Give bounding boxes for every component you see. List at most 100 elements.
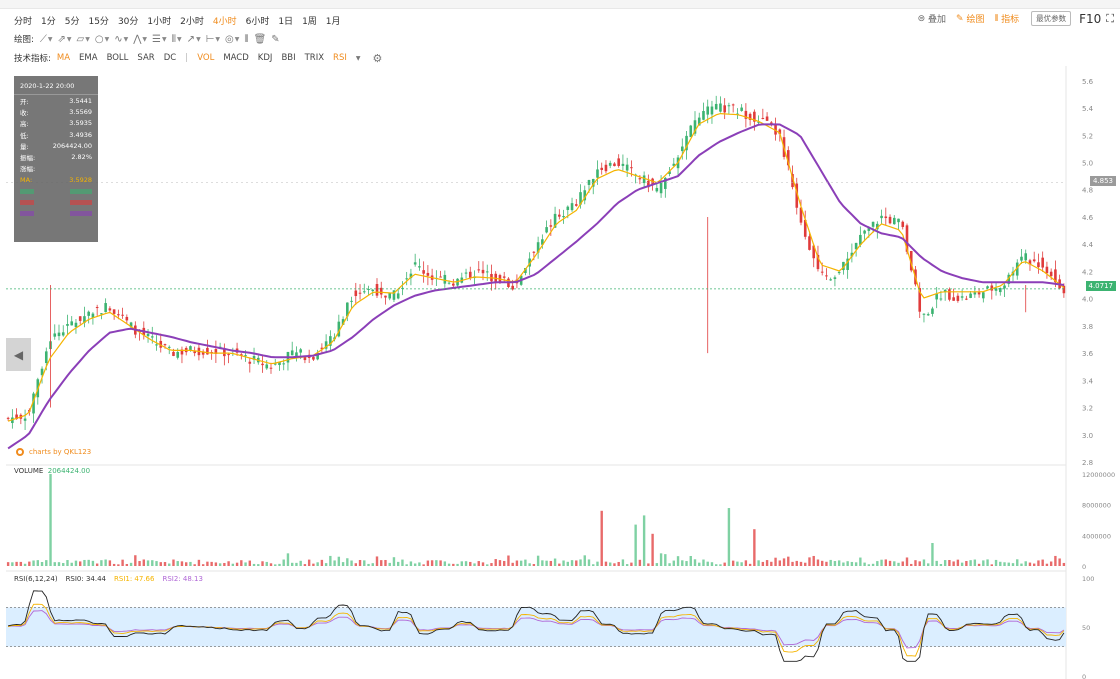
volume-bar: [693, 559, 697, 566]
volume-bar: [621, 559, 625, 566]
indicator-trix[interactable]: TRIX: [304, 53, 325, 63]
candle-body: [40, 368, 44, 376]
volume-bar: [965, 560, 968, 566]
measure-tool-icon[interactable]: ⊢ ▼: [205, 33, 221, 45]
timeframe-5[interactable]: 1小时: [147, 16, 172, 27]
indicator-macd[interactable]: MACD: [223, 53, 249, 63]
volume-bar: [460, 561, 463, 566]
volume-bar: [337, 556, 341, 566]
f10-button[interactable]: F10: [1079, 11, 1102, 26]
tooltip-key: 收:: [20, 108, 29, 117]
volume-bar: [553, 558, 557, 566]
volume-bar: [630, 562, 633, 566]
overlay-button[interactable]: ⊜ 叠加: [917, 13, 947, 26]
timeframe-2[interactable]: 5分: [64, 16, 80, 27]
timeframe-6[interactable]: 2小时: [180, 16, 204, 27]
fib-tool-icon[interactable]: ☰ ▼: [152, 33, 167, 45]
arrow-tool-icon[interactable]: ↗ ▼: [186, 33, 201, 45]
indicator-sar[interactable]: SAR: [137, 53, 155, 63]
gann-tool-icon[interactable]: ⦀ ▼: [171, 33, 182, 45]
candle-body: [362, 291, 366, 293]
timeframe-7[interactable]: 4小时: [212, 16, 237, 27]
candle-body: [969, 293, 972, 298]
indicator-label: 技术指标:: [14, 54, 51, 64]
candle-body: [833, 277, 837, 279]
candle-body: [892, 217, 896, 225]
volume-bar: [244, 562, 247, 566]
candle-body: [125, 316, 129, 321]
draw-tools-label: 绘图:: [14, 35, 34, 45]
eraser-icon[interactable]: ✎: [271, 33, 280, 45]
indicator-dropdown-icon[interactable]: ▼: [355, 54, 361, 62]
volume-bar: [842, 562, 845, 566]
volume-bar: [651, 533, 654, 566]
candle-body: [770, 122, 773, 125]
volume-bar: [532, 564, 536, 566]
candle-body: [931, 308, 934, 314]
candle-body: [998, 288, 1002, 293]
stats-tool-icon[interactable]: ⫴: [244, 33, 249, 45]
indicator-ma[interactable]: MA: [56, 53, 71, 63]
fullscreen-icon[interactable]: ⛶: [1106, 11, 1114, 25]
ray-tool-icon[interactable]: ⇗ ▼: [57, 33, 72, 45]
candle-body: [566, 206, 570, 210]
tooltip-key: 量:: [20, 142, 29, 151]
candle-body: [761, 117, 765, 119]
volume-bar: [28, 561, 31, 566]
indicator-bbi[interactable]: BBI: [281, 53, 296, 63]
indicator-dc[interactable]: DC: [163, 53, 177, 63]
candle-body: [926, 314, 930, 316]
indicator-vol[interactable]: VOL: [197, 53, 215, 63]
indicator-kdj[interactable]: KDJ: [257, 53, 273, 63]
timeframe-4[interactable]: 30分: [117, 16, 139, 27]
volume-bar: [95, 563, 99, 566]
volume-bar: [79, 561, 82, 566]
timeframe-0[interactable]: 分时: [14, 16, 33, 27]
candle-body: [536, 242, 540, 253]
candle-body: [146, 333, 150, 337]
indicator-rsi[interactable]: RSI: [333, 53, 347, 63]
candle-body: [812, 245, 816, 259]
timeframe-1[interactable]: 1分: [41, 16, 56, 27]
line-tool-icon[interactable]: ⟋ ▼: [39, 33, 53, 45]
overlay-icon: ⊜: [917, 13, 929, 24]
candle-body: [731, 104, 735, 106]
timeframe-8[interactable]: 6小时: [245, 16, 270, 27]
candle-body: [485, 271, 489, 273]
wave-tool-icon[interactable]: ∿ ▼: [114, 33, 129, 45]
timeframe-9[interactable]: 1日: [278, 16, 294, 27]
pattern-tool-icon[interactable]: ⋀ ▼: [133, 33, 148, 45]
visibility-tool-icon[interactable]: ◎ ▼: [225, 33, 240, 45]
shape-tool-icon[interactable]: ○ ▼: [94, 33, 110, 45]
volume-bar: [562, 560, 565, 566]
optimal-params-button[interactable]: 最优参数: [1031, 11, 1072, 26]
timeframe-3[interactable]: 15分: [88, 16, 109, 27]
channel-tool-icon[interactable]: ▱ ▼: [76, 33, 90, 45]
timeframe-11[interactable]: 1月: [325, 16, 341, 27]
volume-bar: [948, 559, 951, 566]
settings-gear-icon[interactable]: ⚙: [372, 51, 383, 65]
indicator-button[interactable]: ⫴ 指标: [994, 13, 1020, 26]
candle-body: [299, 349, 302, 353]
trash-icon[interactable]: 🗑: [253, 33, 267, 45]
candle-body: [452, 283, 455, 286]
volume-bar: [888, 560, 892, 566]
timeframe-10[interactable]: 1周: [302, 16, 317, 27]
collapse-panel-button[interactable]: ◀: [6, 338, 31, 371]
draw-button[interactable]: ✎ 绘图: [956, 13, 985, 26]
candle-body: [1041, 257, 1044, 268]
candle-body: [608, 162, 612, 166]
candle-body: [426, 272, 430, 276]
candle-body: [74, 322, 78, 328]
candle-body: [994, 288, 998, 291]
candle-body: [303, 356, 307, 361]
candle-body: [740, 107, 743, 111]
candle-body: [413, 262, 417, 265]
candle-body: [842, 261, 845, 271]
indicator-boll[interactable]: BOLL: [106, 53, 129, 63]
candle-body: [897, 218, 900, 223]
tooltip-row: 开: 3.5441: [14, 95, 98, 106]
volume-bar: [990, 564, 993, 566]
indicator-ema[interactable]: EMA: [79, 53, 98, 63]
